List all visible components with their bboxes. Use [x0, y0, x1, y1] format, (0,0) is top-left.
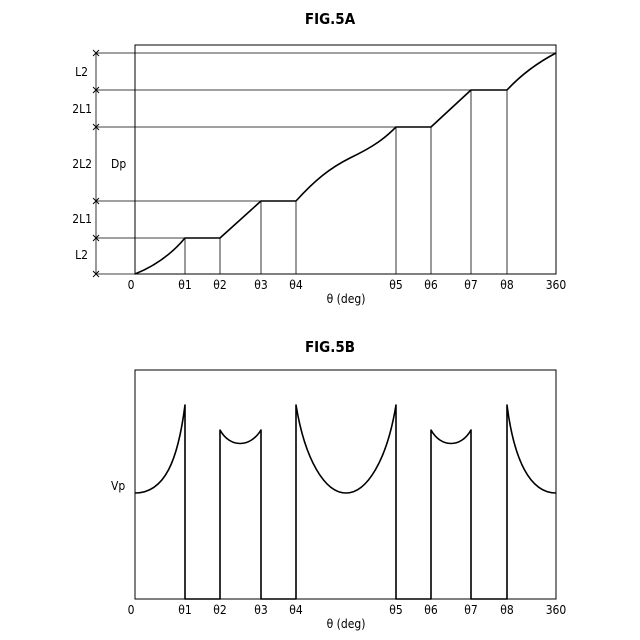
x-tick-label: θ1: [178, 603, 191, 617]
x-tick-label: θ3: [254, 278, 267, 292]
fig-5a-drop-lines: [185, 90, 507, 274]
x-tick-label: 0: [128, 278, 135, 292]
fig-5a-dimension-line: [93, 50, 99, 277]
x-tick-label: 0: [128, 603, 135, 617]
x-tick-label: θ7: [464, 278, 477, 292]
fig-5b-title: FIG.5B: [305, 338, 355, 356]
x-tick-label: θ6: [424, 278, 438, 292]
segment-label-bottom-l2: L2: [75, 248, 88, 262]
x-tick-label: θ7: [464, 603, 477, 617]
x-tick-label: θ2: [213, 603, 226, 617]
x-tick-label: θ2: [213, 278, 226, 292]
x-tick-label: θ6: [424, 603, 438, 617]
segment-label-2l1-lower: 2L1: [72, 212, 92, 226]
fig-5a-displacement-curve: [135, 53, 556, 274]
fig-5b-x-axis-label: θ (deg): [327, 617, 366, 631]
fig-5b-velocity-waveform: [135, 405, 556, 599]
segment-label-top-l2: L2: [75, 65, 88, 79]
x-tick-label: 360: [546, 603, 567, 617]
x-tick-label: θ1: [178, 278, 191, 292]
fig-5a-y-label: Dp: [111, 157, 126, 171]
x-tick-label: 360: [546, 278, 567, 292]
fig-5b-x-ticks: 0 θ1 θ2 θ3 θ4 θ5 θ6 θ7 θ8 360: [128, 603, 567, 617]
x-tick-label: θ4: [289, 603, 303, 617]
fig-5b-frame: [135, 370, 556, 599]
x-tick-label: θ5: [389, 603, 402, 617]
x-tick-label: θ4: [289, 278, 303, 292]
fig-5a-title: FIG.5A: [305, 10, 356, 28]
x-tick-label: θ5: [389, 278, 402, 292]
segment-label-2l2: 2L2: [72, 157, 92, 171]
x-tick-label: θ3: [254, 603, 267, 617]
fig-5a-x-ticks: 0 θ1 θ2 θ3 θ4 θ5 θ6 θ7 θ8 360: [128, 278, 567, 292]
fig-5b-y-label: Vp: [111, 479, 125, 493]
segment-label-2l1-upper: 2L1: [72, 102, 92, 116]
fig-5a-x-axis-label: θ (deg): [327, 292, 366, 306]
x-tick-label: θ8: [500, 603, 514, 617]
x-tick-label: θ8: [500, 278, 514, 292]
fig-5a-level-lines: [96, 53, 556, 274]
